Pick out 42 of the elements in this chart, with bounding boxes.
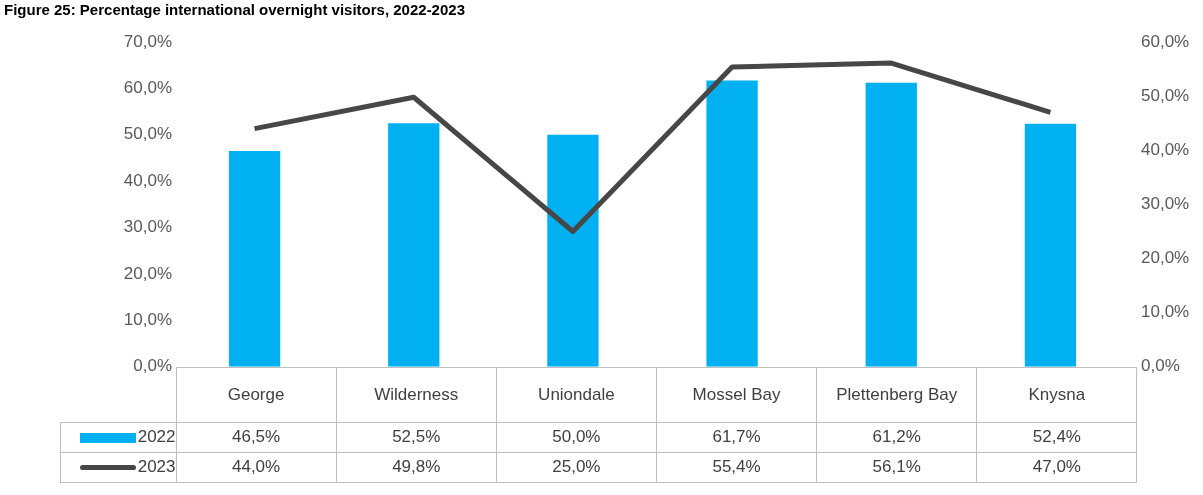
y-tick-label: 0,0% — [133, 356, 172, 376]
y2-tick-label: 20,0% — [1141, 248, 1190, 268]
y2-tick-label: 0,0% — [1141, 356, 1180, 376]
y-tick-label: 30,0% — [123, 217, 172, 237]
data-label: 55,4% — [656, 452, 817, 483]
legend-label: 2022 — [60, 422, 176, 453]
x-tick-label: Knysna — [976, 367, 1137, 423]
data-label: 56,1% — [816, 452, 977, 483]
y2-tick-label: 40,0% — [1141, 139, 1190, 159]
x-tick-label: Uniondale — [496, 367, 657, 423]
data-label: 52,4% — [976, 422, 1137, 453]
y-tick-label: 70,0% — [123, 31, 172, 51]
x-tick-label: Wilderness — [336, 367, 497, 423]
bar — [228, 151, 281, 367]
data-label: 25,0% — [496, 452, 657, 483]
y-tick-label: 10,0% — [123, 310, 172, 330]
y2-tick-label: 30,0% — [1141, 194, 1190, 214]
legend-label: 2023 — [60, 452, 176, 483]
bar — [388, 123, 440, 367]
x-tick-label: Plettenberg Bay — [816, 367, 977, 423]
bar — [865, 82, 917, 367]
data-label: 49,8% — [336, 452, 497, 483]
data-label: 50,0% — [496, 422, 657, 453]
y-tick-label: 40,0% — [123, 170, 172, 190]
y-tick-label: 50,0% — [123, 124, 172, 144]
chart-title: Figure 25: Percentage international overnight visitors, 2022-2023 — [4, 1, 465, 18]
y2-tick-label: 60,0% — [1141, 31, 1190, 51]
x-tick-label: Mossel Bay — [656, 367, 817, 423]
data-label: 47,0% — [976, 452, 1137, 483]
data-label: 61,2% — [816, 422, 977, 453]
data-label: 46,5% — [176, 422, 337, 453]
data-label: 52,5% — [336, 422, 497, 453]
data-label: 44,0% — [176, 452, 337, 483]
y2-tick-label: 50,0% — [1141, 85, 1190, 105]
bar — [706, 80, 758, 367]
bar — [1024, 123, 1077, 367]
data-label: 61,7% — [656, 422, 817, 453]
y-tick-label: 60,0% — [123, 78, 172, 98]
y-tick-label: 20,0% — [123, 263, 172, 283]
x-tick-label: George — [176, 367, 337, 423]
y2-tick-label: 10,0% — [1141, 302, 1190, 322]
bar — [547, 134, 599, 367]
